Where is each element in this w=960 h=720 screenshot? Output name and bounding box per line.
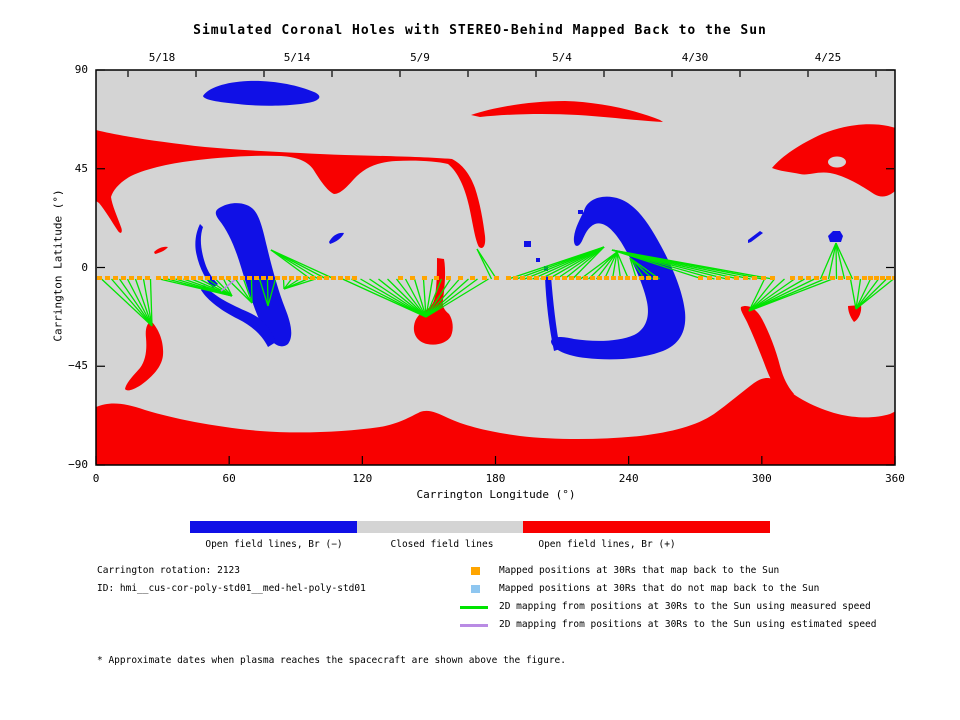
y-tick-label: −45 — [68, 359, 88, 373]
x-axis-title: Carrington Longitude (°) — [416, 488, 576, 501]
orange-square-marker — [471, 567, 480, 575]
axis-ticks — [95, 69, 896, 466]
x-tick-label: 360 — [885, 472, 905, 485]
top-axis-date: 5/4 — [552, 51, 572, 64]
legend-item-label: Mapped positions at 30Rs that do not map… — [499, 583, 820, 594]
top-axis-date: 5/14 — [283, 51, 311, 64]
colorbar — [190, 521, 770, 533]
colorbar-label: Open field lines, Br (+) — [538, 539, 676, 550]
colorbar-segment-red — [523, 521, 770, 533]
estimated-speed-mapping-lines — [220, 278, 237, 292]
y-tick-label: 90 — [74, 63, 88, 76]
light_blue-square-marker — [471, 585, 480, 593]
x-tick-label: 180 — [485, 472, 506, 485]
x-tick-label: 240 — [618, 472, 639, 485]
violet-line-marker — [460, 624, 488, 627]
x-tick-label: 0 — [92, 472, 100, 485]
x-tick-label: 300 — [751, 472, 772, 485]
legend-item-label: Mapped positions at 30Rs that map back t… — [499, 565, 780, 576]
y-tick-label: 45 — [74, 161, 88, 175]
legend-item-label: 2D mapping from positions at 30Rs to the… — [499, 601, 871, 612]
top-axis-date: 4/30 — [681, 51, 709, 64]
legend-item-label: 2D mapping from positions at 30Rs to the… — [499, 619, 877, 630]
y-tick-label: −90 — [68, 458, 88, 471]
measured-speed-mapping-lines — [101, 242, 894, 327]
colorbar-label: Open field lines, Br (−) — [205, 539, 343, 550]
green-line-marker — [460, 606, 488, 609]
colorbar-label: Closed field lines — [390, 539, 494, 550]
x-tick-label: 60 — [222, 472, 236, 485]
plot-border — [95, 69, 896, 466]
colorbar-segment-gray — [357, 521, 523, 533]
y-tick-label: 0 — [81, 260, 88, 274]
chart-title: Simulated Coronal Holes with STEREO-Behi… — [193, 23, 767, 38]
x-tick-label: 120 — [352, 472, 373, 485]
top-axis-date: 5/18 — [148, 51, 176, 64]
open-field-negative-regions — [195, 80, 846, 360]
colorbar-segment-blue — [190, 521, 357, 533]
top-axis-date: 5/9 — [410, 51, 430, 64]
carrington-rotation-label: Carrington rotation: 2123 — [97, 565, 240, 576]
footnote: * Approximate dates when plasma reaches … — [97, 655, 566, 666]
mapped-positions-markers — [97, 276, 895, 280]
top-axis-date: 4/25 — [814, 51, 842, 64]
simulation-id-label: ID: hmi__cus-cor-poly-std01__med-hel-pol… — [97, 583, 366, 594]
